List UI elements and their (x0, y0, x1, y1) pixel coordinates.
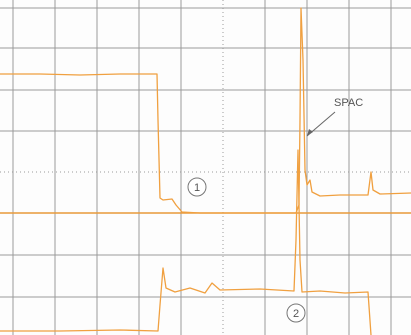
annotation-label: SPAC (334, 97, 363, 109)
trace-label: 2 (293, 308, 299, 320)
trace-label: 1 (194, 182, 200, 194)
scope-screen: SPAC 1 2 (0, 0, 411, 335)
